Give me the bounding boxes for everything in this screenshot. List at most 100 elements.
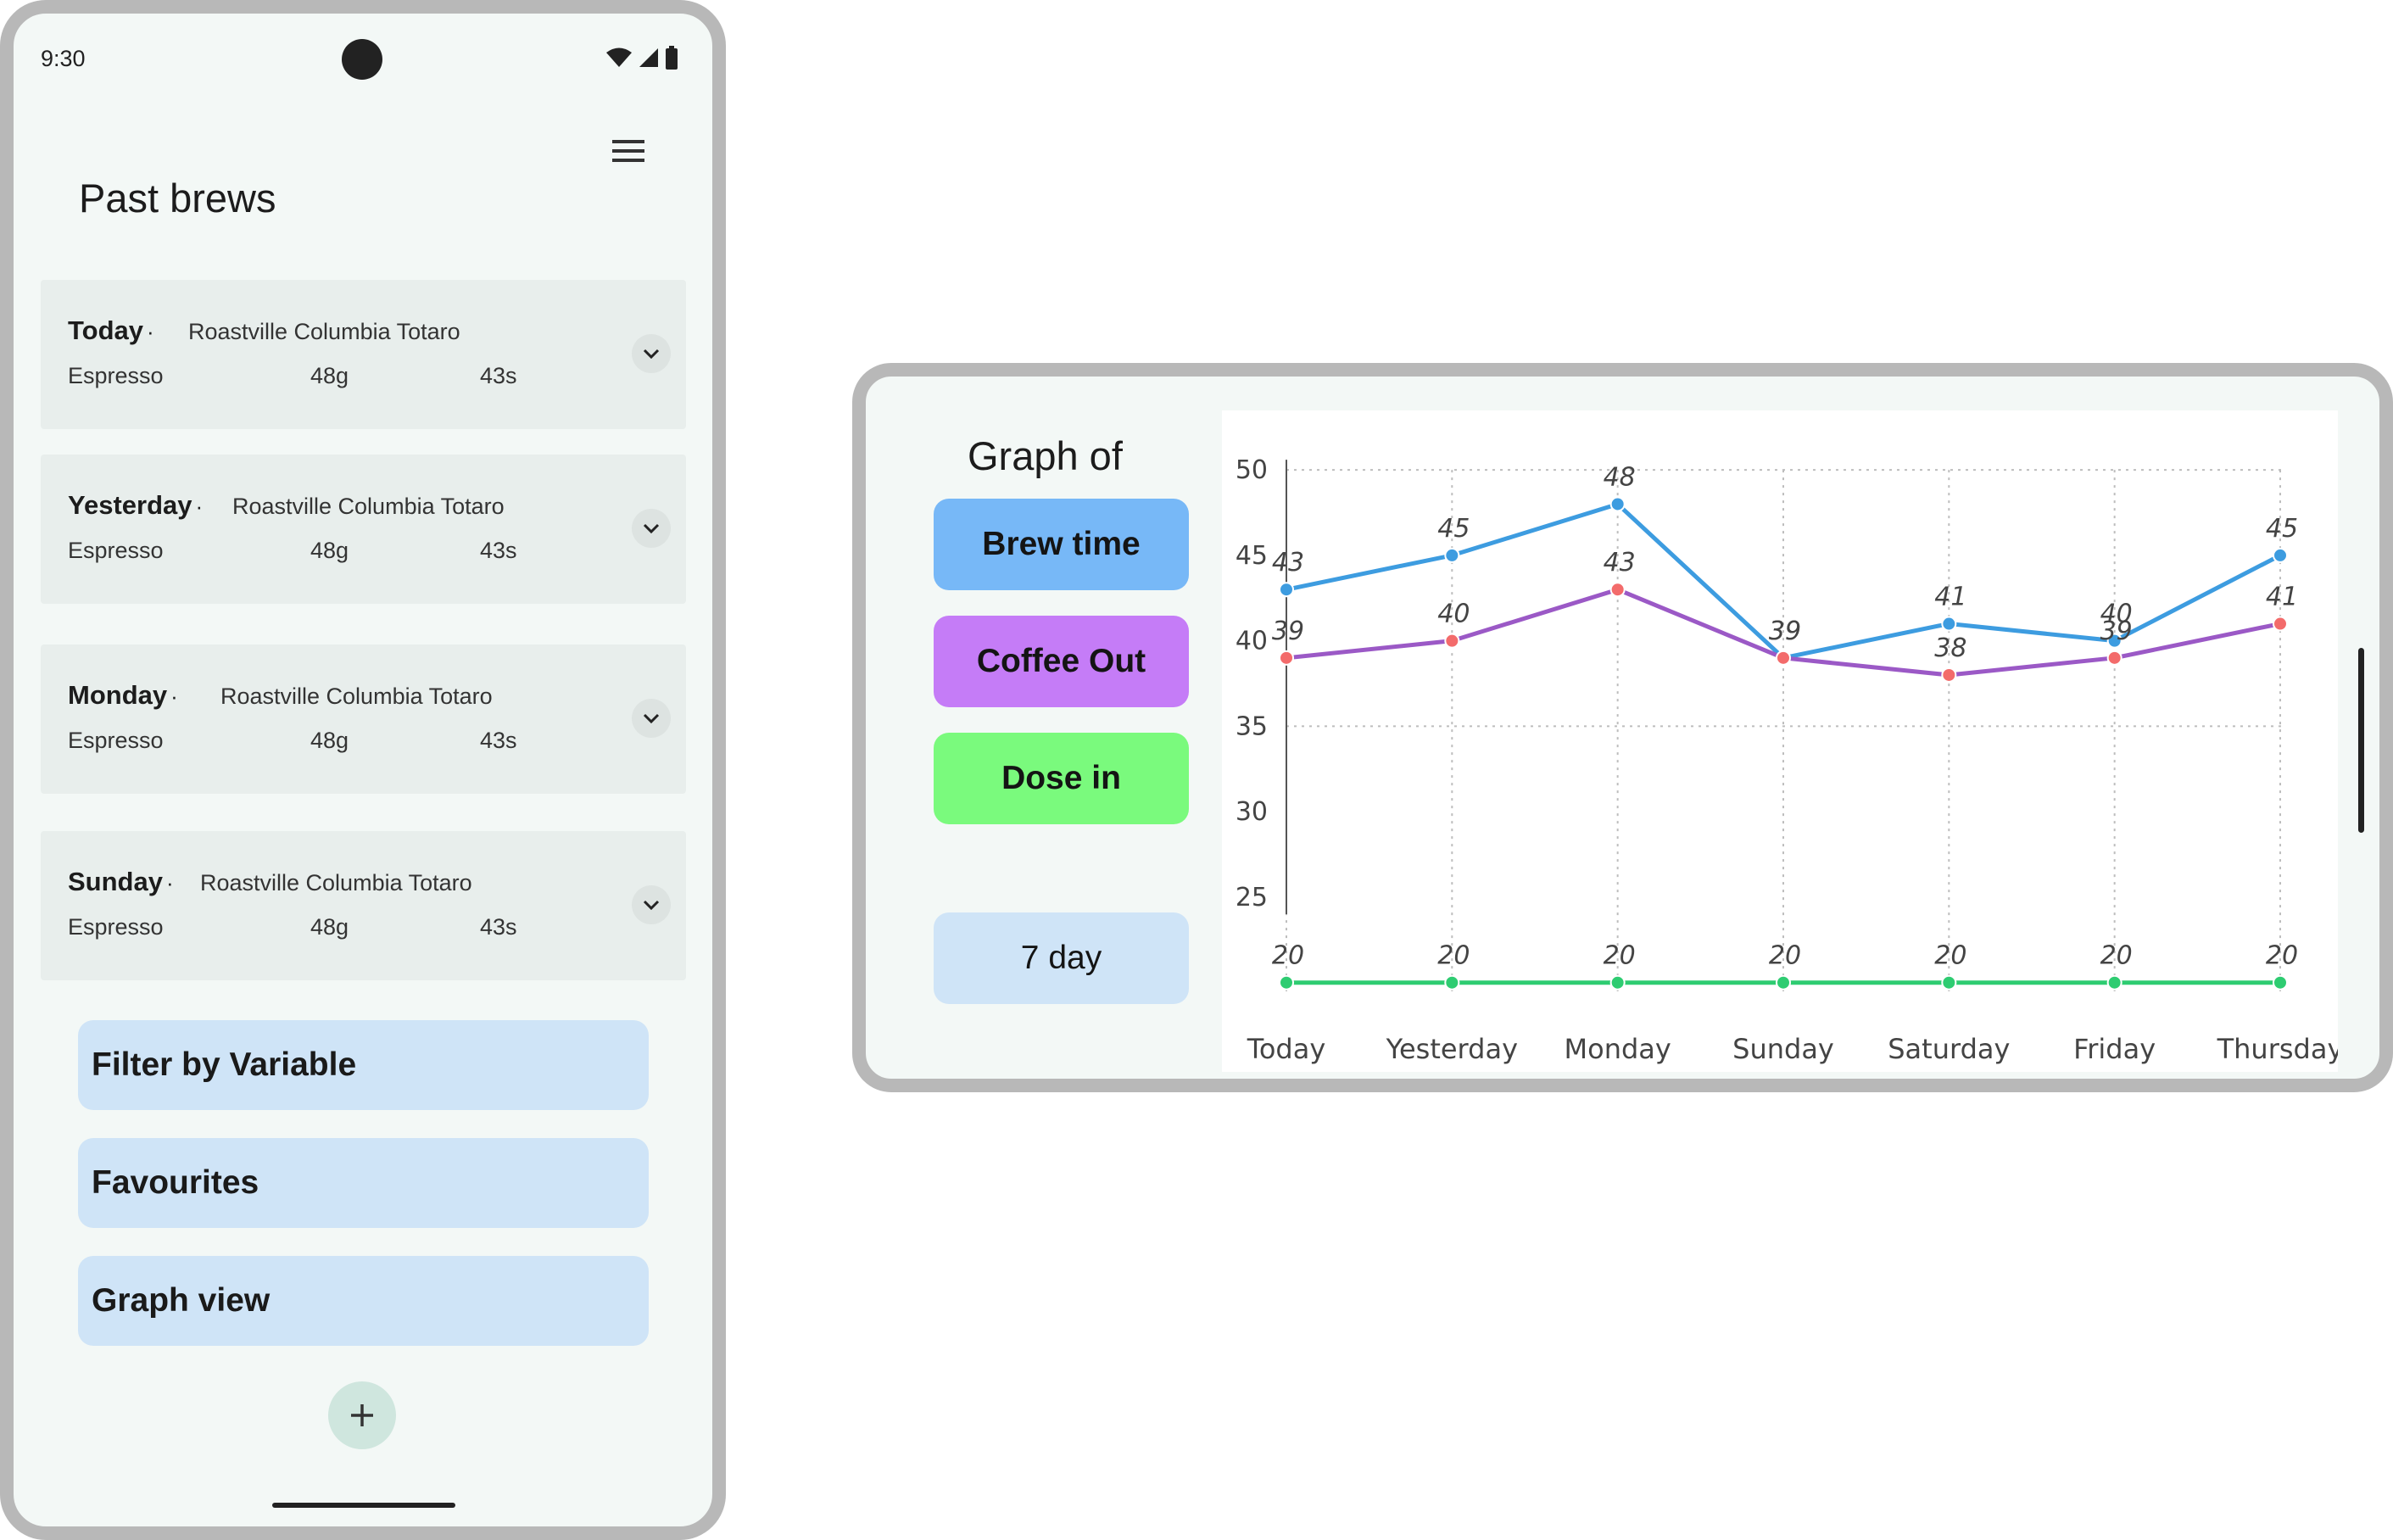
favourites-button[interactable]: Favourites — [78, 1138, 649, 1228]
data-point — [2273, 547, 2288, 563]
brew-method: Espresso — [68, 728, 164, 753]
data-label: 20 — [1437, 941, 1470, 971]
data-point — [1444, 547, 1460, 563]
add-brew-button[interactable] — [328, 1381, 396, 1449]
expand-button[interactable] — [632, 334, 671, 373]
brew-dose: 48g — [310, 728, 349, 753]
brew-time: 43s — [480, 914, 517, 940]
battery-icon — [666, 46, 678, 70]
chevron-down-icon — [643, 523, 660, 533]
data-point — [1609, 496, 1626, 512]
brew-method: Espresso — [68, 363, 164, 388]
brew-method: Espresso — [68, 914, 164, 940]
brew-card-sunday[interactable]: Sunday · Roastville Columbia Totaro Espre… — [41, 831, 686, 980]
data-label: 39 — [1769, 617, 1801, 646]
graph-view-button[interactable]: Graph view — [78, 1256, 649, 1346]
y-tick-label: 50 — [1236, 455, 1268, 485]
brew-time: 43s — [480, 363, 517, 388]
data-label: 39 — [1769, 617, 1801, 646]
data-point — [1941, 974, 1957, 990]
brew-day: Yesterday · — [68, 490, 204, 520]
data-point — [1279, 974, 1294, 990]
data-point — [1776, 974, 1791, 990]
dose-in-button[interactable]: Dose in — [934, 733, 1189, 824]
data-label: 20 — [1604, 941, 1636, 971]
brew-dose: 48g — [310, 914, 349, 940]
status-icons — [605, 46, 678, 70]
data-label: 20 — [2266, 941, 2298, 971]
expand-button[interactable] — [632, 885, 671, 924]
y-tick-label: 25 — [1236, 883, 1268, 912]
data-point — [1776, 650, 1791, 666]
data-label: 43 — [1272, 548, 1304, 578]
data-label: 43 — [1604, 548, 1636, 578]
y-tick-label: 30 — [1236, 797, 1268, 827]
menu-icon[interactable] — [607, 132, 650, 170]
data-label: 45 — [1437, 514, 1470, 544]
coffee-out-button[interactable]: Coffee Out — [934, 616, 1189, 707]
scroll-indicator[interactable] — [2358, 648, 2364, 833]
x-tick-label: Today — [1247, 1033, 1326, 1065]
phone-screen: 9:30 Past brews Today · Roastville Columb… — [0, 0, 726, 1540]
data-point — [1279, 582, 1294, 598]
data-point — [1279, 650, 1294, 666]
home-indicator — [272, 1503, 455, 1508]
chart-svg: 25 30 35 40 45 50 Today Yesterday Monday Sunday Sa… — [1236, 455, 2338, 1065]
expand-button[interactable] — [632, 699, 671, 738]
brew-time-button[interactable]: Brew time — [934, 499, 1189, 590]
range-7-day-button[interactable]: 7 day — [934, 912, 1189, 1004]
x-tick-label: Yesterday — [1386, 1033, 1518, 1065]
tablet-screen: Graph of Brew time Coffee Out Dose in 7 … — [852, 363, 2393, 1092]
brew-bean: Roastville Columbia Totaro — [188, 319, 460, 344]
data-label: 41 — [2266, 583, 2298, 612]
brew-card-today[interactable]: Today · Roastville Columbia Totaro Espres… — [41, 280, 686, 429]
status-time: 9:30 — [41, 46, 86, 71]
brew-card-monday[interactable]: Monday · Roastville Columbia Totaro Espre… — [41, 644, 686, 794]
brew-method: Espresso — [68, 538, 164, 563]
data-label: 40 — [1437, 600, 1470, 629]
signal-icon — [639, 48, 658, 67]
expand-button[interactable] — [632, 509, 671, 548]
brew-bean: Roastville Columbia Totaro — [200, 870, 472, 896]
data-label: 20 — [1272, 941, 1304, 971]
status-bar: 9:30 — [14, 14, 712, 81]
chevron-down-icon — [643, 900, 660, 910]
data-label: 40 — [2100, 600, 2133, 629]
brew-day: Monday · — [68, 680, 178, 710]
x-tick-label: Monday — [1565, 1033, 1671, 1065]
brew-dose: 48g — [310, 538, 349, 563]
brew-day: Today · — [68, 315, 154, 345]
data-label: 20 — [2100, 941, 2133, 971]
data-point — [1941, 616, 1957, 632]
data-label: 39 — [1272, 617, 1304, 646]
wifi-icon — [606, 47, 632, 67]
brew-day: Sunday · — [68, 867, 174, 896]
chevron-down-icon — [643, 713, 660, 723]
data-label: 48 — [1604, 462, 1636, 492]
x-tick-label: Sunday — [1732, 1033, 1834, 1065]
x-tick-label: Thursday — [2217, 1033, 2338, 1065]
brew-card-yesterday[interactable]: Yesterday · Roastville Columbia Totaro Es… — [41, 455, 686, 604]
plus-icon — [351, 1404, 373, 1426]
y-tick-label: 35 — [1236, 711, 1268, 741]
line-chart: 25 30 35 40 45 50 Today Yesterday Monday Sunday Sa… — [1222, 410, 2338, 1072]
data-point — [1444, 974, 1460, 990]
data-label: 38 — [1934, 633, 1966, 663]
data-point — [1609, 974, 1626, 990]
page-title: Past brews — [79, 176, 276, 220]
y-tick-label: 40 — [1236, 627, 1268, 656]
brew-bean: Roastville Columbia Totaro — [220, 684, 493, 709]
data-point — [2273, 974, 2288, 990]
camera-cutout — [342, 39, 382, 80]
data-point — [1444, 633, 1460, 649]
graph-of-label: Graph of — [968, 433, 1123, 478]
data-label: 20 — [1934, 941, 1966, 971]
filter-by-variable-button[interactable]: Filter by Variable — [78, 1020, 649, 1110]
data-label: 45 — [2266, 514, 2298, 544]
data-label: 39 — [2100, 617, 2133, 646]
brew-bean: Roastville Columbia Totaro — [232, 494, 505, 519]
data-point — [2273, 616, 2288, 632]
x-tick-label: Friday — [2073, 1033, 2156, 1065]
brew-time: 43s — [480, 538, 517, 563]
data-point — [2106, 650, 2122, 666]
